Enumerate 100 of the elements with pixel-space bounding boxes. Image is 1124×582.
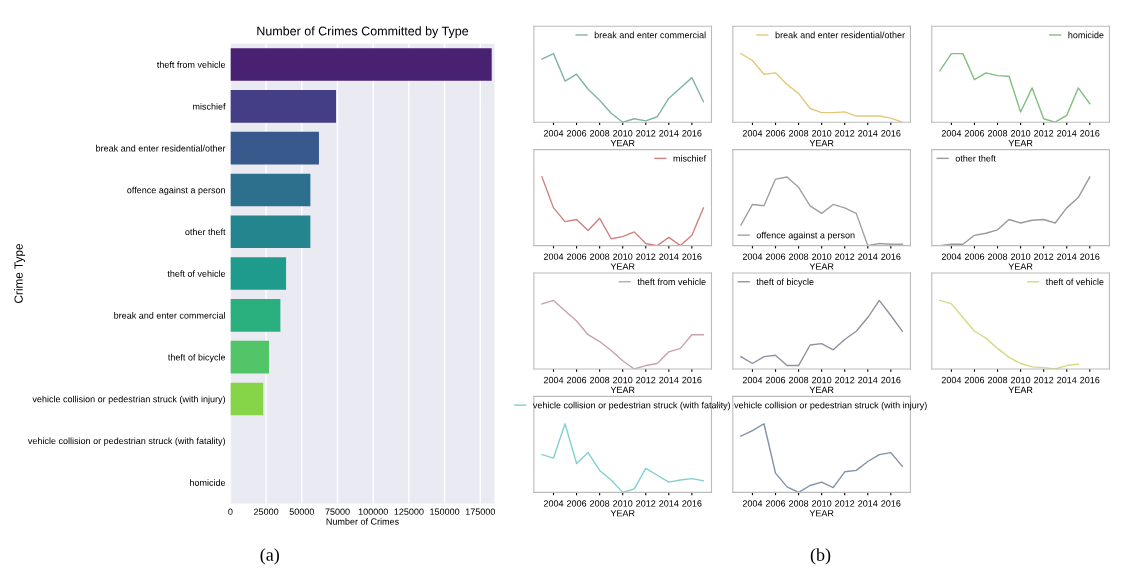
x-tick-label: 2016 <box>682 130 702 137</box>
x-tick-label: 2010 <box>1011 376 1031 384</box>
x-tick-label: 2006 <box>566 130 587 137</box>
y-tick-label: other theft <box>185 228 226 236</box>
x-axis-title: YEAR <box>809 263 834 270</box>
x-tick-label: 2010 <box>1011 130 1031 137</box>
x-tick-label: 2008 <box>987 253 1008 260</box>
legend-label: homicide <box>1068 31 1104 39</box>
y-tick-label: mischief <box>193 103 226 110</box>
x-axis-title: YEAR <box>1008 386 1033 393</box>
x-tick-label: 2004 <box>742 376 763 384</box>
x-tick-label: 2014 <box>1057 376 1077 384</box>
x-tick-label: 2014 <box>1057 130 1077 137</box>
x-tick-label: 2014 <box>858 500 878 507</box>
x-tick-label: 2004 <box>543 253 564 260</box>
legend-label: mischief <box>673 154 707 162</box>
x-axis-title: YEAR <box>610 263 635 270</box>
x-tick-label: 2010 <box>812 130 832 137</box>
x-tick-label: 100000 <box>358 508 388 515</box>
x-tick-label: 2006 <box>566 253 587 260</box>
x-tick-label: 2008 <box>788 500 809 507</box>
x-tick-label: 2010 <box>613 253 633 260</box>
legend-label: break and enter commercial <box>594 31 706 39</box>
x-tick-label: 2004 <box>543 500 564 507</box>
y-tick-label: vehicle collision or pedestrian struck (with fatality) <box>27 437 226 446</box>
x-axis-title: YEAR <box>809 510 834 517</box>
x-tick-label: 2012 <box>1034 376 1054 384</box>
x-tick-label: 2014 <box>858 253 878 260</box>
x-tick-label: 2008 <box>590 253 610 260</box>
x-tick-label: 2006 <box>964 376 985 384</box>
x-axis-title: YEAR <box>610 139 635 147</box>
x-tick-label: 2004 <box>543 376 564 384</box>
text: (b) <box>810 548 831 565</box>
bar <box>230 131 319 165</box>
x-tick-label: 2014 <box>858 376 878 384</box>
x-tick-label: 2014 <box>1057 253 1077 260</box>
x-tick-label: 2012 <box>835 253 855 260</box>
x-tick-label: 2004 <box>941 376 962 384</box>
x-tick-label: 50000 <box>289 508 315 515</box>
y-axis-title: Crime Type <box>14 243 26 304</box>
legend-label: theft of vehicle <box>1045 278 1104 286</box>
x-tick-label: 2014 <box>659 500 679 507</box>
x-tick-label: 2010 <box>1011 253 1031 260</box>
x-tick-label: 2016 <box>1080 376 1100 384</box>
x-tick-label: 2006 <box>964 253 985 260</box>
x-tick-label: 2016 <box>682 376 702 384</box>
x-tick-label: 2004 <box>941 130 962 137</box>
x-tick-label: 2012 <box>636 500 656 507</box>
bar <box>230 299 281 332</box>
chart-title: Number of Crimes Committed by Type <box>257 26 469 38</box>
bar <box>230 90 337 123</box>
x-axis-title: YEAR <box>610 386 635 393</box>
x-tick-label: 2004 <box>742 500 763 507</box>
y-tick-label: theft of vehicle <box>167 270 226 277</box>
y-tick-label: break and enter commercial <box>114 312 225 319</box>
x-axis-title: YEAR <box>809 139 834 147</box>
bar <box>230 215 311 249</box>
legend-label: vehicle collision or pedestrian struck (with injury) <box>734 401 927 411</box>
x-tick-label: 2006 <box>566 500 587 507</box>
x-tick-label: 2016 <box>881 253 901 260</box>
x-tick-label: 2010 <box>613 130 633 137</box>
x-tick-label: 2012 <box>835 130 855 137</box>
x-tick-label: 2012 <box>1034 253 1054 260</box>
text: theft of bicycle <box>756 278 814 287</box>
legend-label: other theft <box>955 154 996 162</box>
x-tick-label: 2012 <box>835 376 855 384</box>
x-tick-label: 2006 <box>566 376 587 384</box>
x-tick-label: 2008 <box>788 376 809 384</box>
x-tick-label: 2004 <box>941 253 962 260</box>
legend-label: theft from vehicle <box>637 278 706 286</box>
x-tick-label: 2016 <box>881 130 901 137</box>
x-tick-label: 2010 <box>613 500 633 507</box>
x-tick-label: 2006 <box>765 376 786 384</box>
bar <box>230 173 311 207</box>
bar <box>230 382 264 416</box>
x-tick-label: 2012 <box>1034 130 1054 137</box>
x-tick-label: 2016 <box>682 253 702 260</box>
x-tick-label: 2006 <box>765 130 786 137</box>
x-axis-title: YEAR <box>809 386 834 393</box>
x-tick-label: 2016 <box>881 376 901 384</box>
x-tick-label: 2012 <box>636 253 656 260</box>
x-tick-label: 2016 <box>1080 130 1100 137</box>
x-tick-label: 2004 <box>543 130 564 137</box>
x-tick-label: 2008 <box>590 500 610 507</box>
legend-label: vehicle collision or pedestrian struck (with fatality) <box>532 401 731 411</box>
x-tick-label: 2012 <box>835 500 855 507</box>
x-tick-label: 150000 <box>430 508 460 515</box>
x-tick-label: 2008 <box>987 130 1008 137</box>
x-tick-label: 2008 <box>590 130 610 137</box>
x-tick-label: 2008 <box>590 376 610 384</box>
x-tick-label: 2006 <box>765 253 786 260</box>
x-tick-label: 2010 <box>812 253 832 260</box>
x-tick-label: 2006 <box>765 500 786 507</box>
x-tick-label: 2008 <box>788 253 809 260</box>
x-axis-title: YEAR <box>610 510 635 517</box>
x-tick-label: 2008 <box>788 130 809 137</box>
x-tick-label: 125000 <box>394 508 424 515</box>
bar <box>230 340 269 374</box>
y-tick-label: theft of bicycle <box>167 353 226 363</box>
x-tick-label: 2004 <box>742 130 763 137</box>
